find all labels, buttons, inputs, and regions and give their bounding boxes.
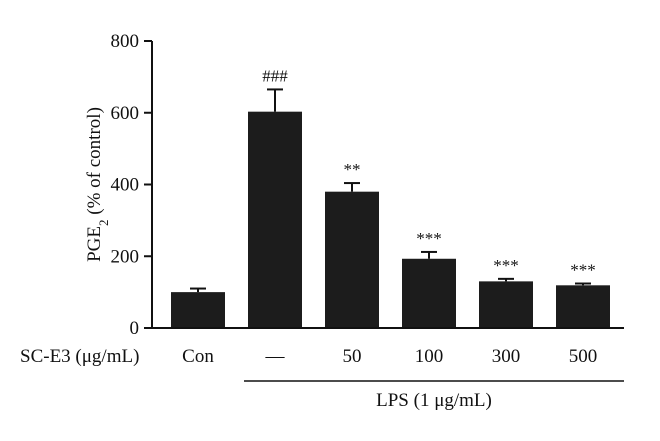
y-tick-label: 800 [111, 31, 140, 52]
bar [325, 191, 379, 328]
category-label: 50 [343, 346, 362, 367]
significance-marker: ** [344, 160, 361, 179]
y-tick-label: 200 [111, 246, 140, 267]
bar [171, 292, 225, 328]
category-label: 500 [569, 346, 598, 367]
y-axis-title-rest: (% of control) [84, 107, 105, 219]
y-tick-label: 600 [111, 103, 140, 124]
treatment-label: SC-E3 (μg/mL) [20, 346, 139, 367]
bar [556, 285, 610, 328]
category-labels: Con — 50 100 300 500 [182, 346, 597, 367]
bar [248, 111, 302, 328]
significance-marker: ### [262, 66, 288, 85]
y-tick-label: 0 [130, 318, 140, 339]
category-label: 100 [415, 346, 444, 367]
category-label: Con [182, 346, 214, 367]
significance-marker: *** [570, 261, 596, 280]
category-label: — [265, 346, 286, 367]
bar [479, 281, 533, 328]
significance-marker: *** [416, 229, 442, 248]
y-tick-label: 400 [111, 175, 140, 196]
plot-area: ###******** *** [171, 66, 610, 328]
y-axis-title-subscript: 2 [96, 219, 111, 226]
y-axis-title: PGE2 (% of control) [84, 107, 111, 262]
significance-marker: *** [493, 256, 519, 275]
y-axis-title-main: PGE [84, 226, 105, 262]
bar [402, 258, 456, 328]
y-axis-ticks: 0 200 400 600 800 [111, 31, 152, 339]
lps-group-label: LPS (1 μg/mL) [376, 390, 492, 411]
category-label: 300 [492, 346, 521, 367]
